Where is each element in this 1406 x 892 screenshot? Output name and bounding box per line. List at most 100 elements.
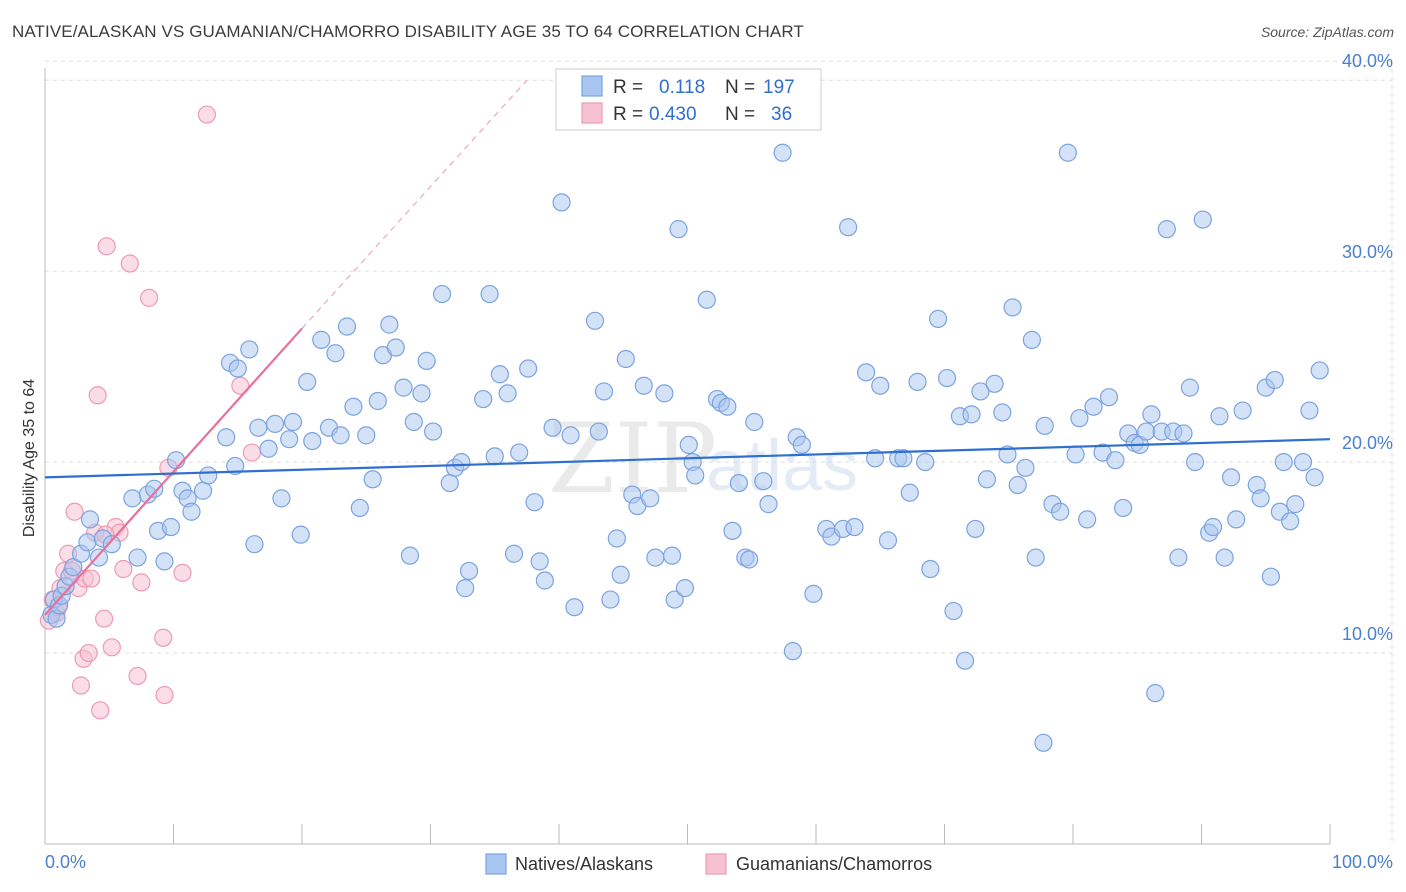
point-natives-alaskans xyxy=(543,418,562,437)
point-natives-alaskans xyxy=(64,558,83,577)
point-natives-alaskans xyxy=(504,544,524,563)
point-natives-alaskans xyxy=(498,384,517,403)
point-natives-alaskans xyxy=(259,439,278,458)
point-natives-alaskans xyxy=(937,368,957,388)
point-guamanians-chamorros xyxy=(82,569,101,588)
point-guamanians-chamorros xyxy=(154,628,173,647)
point-guamanians-chamorros xyxy=(102,638,121,657)
point-natives-alaskans xyxy=(616,349,635,369)
point-natives-alaskans xyxy=(459,561,479,581)
point-natives-alaskans xyxy=(985,374,1004,393)
point-natives-alaskans xyxy=(679,435,698,455)
source-label: Source: ZipAtlas.com xyxy=(1260,24,1394,40)
point-natives-alaskans xyxy=(962,405,981,424)
point-natives-alaskans xyxy=(1157,220,1176,239)
point-natives-alaskans xyxy=(368,391,387,411)
point-natives-alaskans xyxy=(1066,445,1085,464)
point-natives-alaskans xyxy=(283,412,303,432)
point-natives-alaskans xyxy=(404,412,423,432)
point-natives-alaskans xyxy=(1261,567,1280,586)
bottom-legend-swatch-pink xyxy=(705,853,727,875)
point-natives-alaskans xyxy=(530,552,549,571)
point-natives-alaskans xyxy=(1051,502,1070,521)
trend-line-guamanians-chamorros xyxy=(44,327,303,616)
point-natives-alaskans xyxy=(344,397,363,416)
trend-lines xyxy=(44,79,1331,616)
point-guamanians-chamorros xyxy=(197,105,217,124)
point-natives-alaskans xyxy=(331,426,350,445)
series-legend: Natives/Alaskans Guamanians/Chamorros xyxy=(485,853,932,875)
point-natives-alaskans xyxy=(519,359,538,378)
point-natives-alaskans xyxy=(417,351,436,370)
point-guamanians-chamorros xyxy=(128,666,147,686)
point-natives-alaskans xyxy=(697,290,716,309)
point-natives-alaskans xyxy=(1034,733,1053,752)
series-natives-alaskans xyxy=(42,143,1329,752)
point-natives-alaskans xyxy=(607,529,626,548)
point-guamanians-chamorros xyxy=(79,643,98,663)
point-natives-alaskans xyxy=(745,412,764,432)
point-natives-alaskans xyxy=(350,498,369,518)
point-natives-alaskans xyxy=(412,384,431,403)
correlation-legend: R = 0.118 N = 197 R = 0.430 N = 36 xyxy=(555,68,822,131)
point-natives-alaskans xyxy=(585,311,605,330)
point-natives-alaskans xyxy=(565,598,584,617)
point-natives-alaskans xyxy=(908,372,927,391)
point-natives-alaskans xyxy=(535,571,554,590)
tick-labels: 10.0% 20.0% 30.0% 40.0% 0.0% 100.0% xyxy=(45,51,1393,872)
point-natives-alaskans xyxy=(452,452,471,472)
point-natives-alaskans xyxy=(1185,452,1205,472)
watermark-atlas: atlas xyxy=(706,426,858,506)
point-natives-alaskans xyxy=(1084,397,1103,416)
point-natives-alaskans xyxy=(993,403,1012,422)
point-natives-alaskans xyxy=(357,426,376,445)
point-natives-alaskans xyxy=(240,340,259,359)
axes xyxy=(44,68,1331,845)
point-natives-alaskans xyxy=(1070,409,1089,428)
point-natives-alaskans xyxy=(485,447,504,466)
point-natives-alaskans xyxy=(78,533,97,552)
point-natives-alaskans xyxy=(337,317,357,336)
point-natives-alaskans xyxy=(723,521,742,540)
point-natives-alaskans xyxy=(123,489,142,508)
point-natives-alaskans xyxy=(326,344,345,363)
point-natives-alaskans xyxy=(155,552,174,571)
point-natives-alaskans xyxy=(594,382,614,401)
point-natives-alaskans xyxy=(265,414,285,434)
point-natives-alaskans xyxy=(394,378,413,397)
point-natives-alaskans xyxy=(1305,468,1324,487)
point-natives-alaskans xyxy=(510,443,529,462)
point-natives-alaskans xyxy=(490,365,509,384)
point-natives-alaskans xyxy=(1142,405,1161,424)
point-natives-alaskans xyxy=(161,517,181,537)
point-natives-alaskans xyxy=(440,474,459,493)
point-guamanians-chamorros xyxy=(155,685,174,705)
point-natives-alaskans xyxy=(971,382,990,401)
point-natives-alaskans xyxy=(1286,495,1305,514)
point-natives-alaskans xyxy=(669,220,688,239)
point-natives-alaskans xyxy=(552,193,571,212)
y-tick-label: 30.0% xyxy=(1342,242,1393,262)
point-natives-alaskans xyxy=(611,565,630,584)
point-natives-alaskans xyxy=(1293,452,1313,472)
point-natives-alaskans xyxy=(916,452,935,472)
gridlines xyxy=(45,60,1393,844)
point-guamanians-chamorros xyxy=(120,254,139,273)
point-natives-alaskans xyxy=(380,315,399,334)
point-natives-alaskans xyxy=(955,651,975,670)
point-natives-alaskans xyxy=(729,474,749,493)
point-natives-alaskans xyxy=(312,330,331,349)
point-natives-alaskans xyxy=(1106,451,1125,470)
point-natives-alaskans xyxy=(754,472,773,491)
x-tick-label-min: 0.0% xyxy=(45,852,86,872)
legend-n-value-2: 36 xyxy=(771,104,792,125)
point-natives-alaskans xyxy=(900,483,919,502)
point-natives-alaskans xyxy=(1221,468,1241,487)
point-natives-alaskans xyxy=(272,489,291,508)
point-natives-alaskans xyxy=(1193,210,1212,229)
point-natives-alaskans xyxy=(1035,416,1054,435)
point-natives-alaskans xyxy=(182,502,201,521)
point-natives-alaskans xyxy=(977,470,997,489)
point-natives-alaskans xyxy=(217,428,236,447)
point-natives-alaskans xyxy=(280,430,299,449)
